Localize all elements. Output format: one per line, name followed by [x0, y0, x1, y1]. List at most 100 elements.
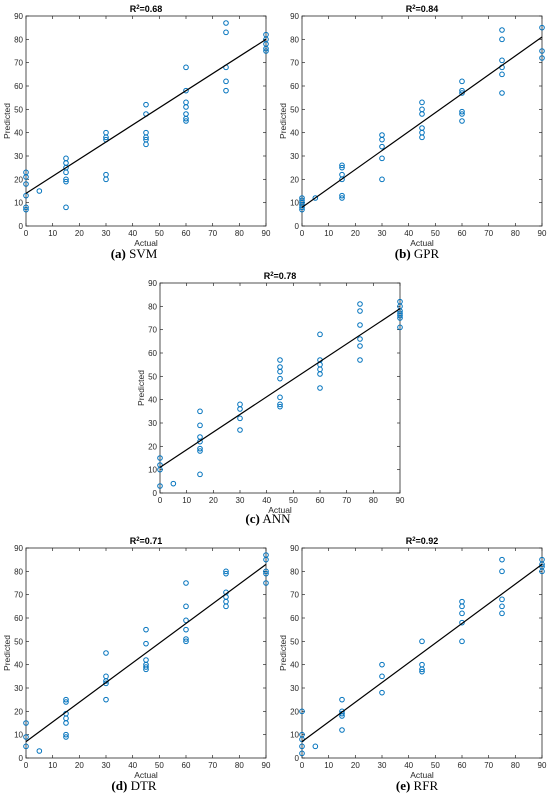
data-point [263, 568, 269, 575]
data-point [63, 734, 69, 740]
data-point [499, 556, 505, 563]
y-tick-label: 10 [290, 199, 299, 208]
x-tick-label: 10 [324, 229, 333, 238]
panel-caption: (a) SVM [111, 246, 158, 261]
data-point [183, 617, 189, 624]
x-tick-label: 40 [404, 761, 413, 770]
data-point [499, 568, 505, 575]
data-point [397, 312, 403, 319]
data-point [223, 568, 229, 575]
data-point [183, 87, 189, 94]
x-tick-label: 40 [262, 496, 271, 505]
data-point [63, 696, 69, 703]
data-point [339, 727, 345, 733]
x-tick-label: 20 [75, 761, 84, 770]
data-point [23, 743, 29, 750]
data-point [103, 176, 109, 183]
data-point [379, 155, 385, 162]
data-point [339, 696, 345, 703]
y-tick-label: 80 [290, 567, 299, 576]
x-tick-label: 20 [209, 496, 218, 505]
data-point [183, 104, 189, 110]
x-tick-label: 20 [75, 229, 84, 238]
title-superscript: 2 [270, 272, 274, 278]
x-tick-label: 90 [538, 761, 547, 770]
x-tick-label: 50 [431, 761, 440, 770]
data-point [317, 331, 323, 338]
data-point [459, 118, 465, 124]
y-tick-label: 50 [14, 105, 23, 114]
data-point [223, 29, 229, 36]
x-axis-label: Actual [410, 770, 434, 780]
data-point [339, 176, 345, 183]
y-tick-label: 70 [148, 326, 157, 335]
y-tick-label: 20 [290, 175, 299, 184]
data-point [397, 315, 403, 321]
data-point [419, 111, 425, 117]
y-tick-label: 50 [290, 637, 299, 646]
data-point [23, 720, 29, 726]
data-point [183, 115, 189, 122]
y-tick-label: 80 [14, 567, 23, 576]
y-tick-label: 30 [14, 684, 23, 693]
y-tick-label: 10 [14, 731, 23, 740]
data-point [459, 603, 465, 610]
x-tick-label: 40 [128, 229, 137, 238]
y-tick-label: 40 [290, 661, 299, 670]
title-value: =0.78 [274, 271, 297, 281]
x-axis-label: Actual [134, 770, 158, 780]
y-tick-label: 30 [148, 419, 157, 428]
x-tick-label: 10 [48, 761, 57, 770]
data-point [103, 134, 109, 141]
data-point [170, 480, 177, 487]
data-point [183, 118, 189, 124]
data-point [339, 164, 345, 171]
data-point [263, 48, 269, 54]
chart-title: R2=0.71 [130, 536, 163, 546]
caption-label: (e) [396, 778, 410, 793]
title-superscript: 2 [136, 537, 140, 543]
x-tick-label: 90 [396, 496, 405, 505]
y-tick-label: 80 [148, 302, 157, 311]
data-point [63, 720, 69, 726]
x-tick-label: 80 [235, 229, 244, 238]
chart-title: R2=0.84 [406, 4, 439, 14]
chart-panel-b: 0 10 20 30 40 50 60 70 80 90 0 10 20 30 40 50 60 70 80 90 Ac… [278, 4, 547, 261]
y-axis-label: Predicted [278, 103, 288, 139]
data-point [499, 27, 505, 33]
data-point [459, 619, 465, 626]
fit-line [301, 563, 543, 743]
data-point [63, 699, 69, 705]
y-tick-label: 80 [14, 35, 23, 44]
data-point [459, 78, 465, 85]
y-tick-label: 0 [295, 222, 300, 231]
title-main: R [264, 271, 271, 281]
y-tick-label: 60 [290, 614, 299, 623]
data-point [459, 108, 465, 115]
y-tick-label: 30 [290, 152, 299, 161]
data-point [312, 195, 319, 201]
title-main: R [406, 536, 413, 546]
data-point [223, 603, 229, 610]
y-tick-label: 60 [148, 349, 157, 358]
data-point [357, 308, 363, 314]
x-axis-label: Actual [134, 238, 158, 248]
y-tick-label: 90 [14, 12, 23, 21]
x-tick-label: 80 [369, 496, 378, 505]
y-tick-label: 90 [290, 12, 299, 21]
data-point [197, 422, 203, 429]
panel-caption: (c) ANN [245, 511, 291, 526]
x-tick-label: 30 [236, 496, 245, 505]
y-tick-label: 60 [290, 82, 299, 91]
x-tick-label: 70 [484, 229, 493, 238]
data-point [277, 357, 283, 363]
x-tick-label: 80 [511, 229, 520, 238]
y-tick-label: 30 [290, 684, 299, 693]
x-tick-label: 0 [158, 496, 163, 505]
data-point [223, 570, 229, 577]
plot-area [301, 15, 543, 227]
data-point [379, 176, 385, 183]
x-tick-label: 80 [511, 761, 520, 770]
panel-caption: (d) DTR [111, 778, 156, 793]
data-point [357, 343, 363, 349]
